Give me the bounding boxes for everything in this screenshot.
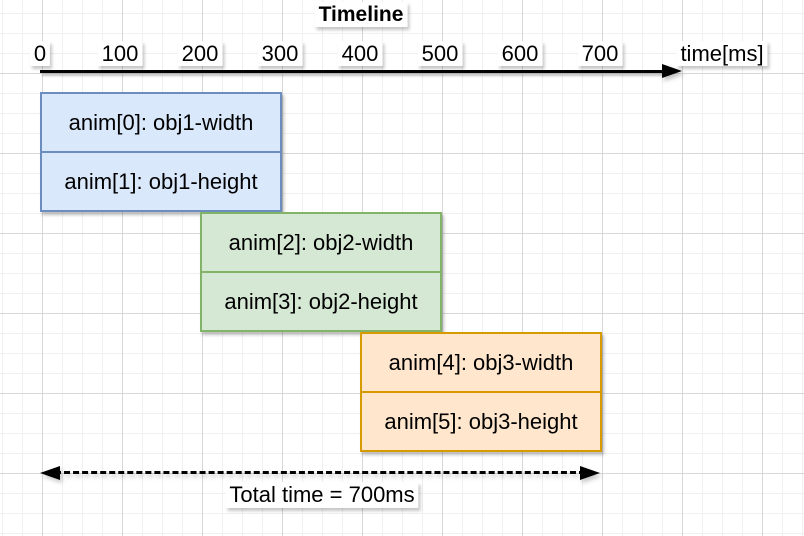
diagram-title: Timeline: [314, 2, 408, 27]
timeline-bar-anim5: anim[5]: obj3-height: [384, 408, 578, 434]
timeline-group-obj2: anim[2]: obj2-width anim[3]: obj2-height: [200, 212, 442, 332]
axis-line: [40, 70, 664, 73]
total-time-label: Total time = 700ms: [225, 482, 419, 508]
timeline-bar-anim3: anim[3]: obj2-height: [224, 288, 418, 314]
timeline-group-obj3: anim[4]: obj3-width anim[5]: obj3-height: [360, 332, 602, 452]
arrowhead-left-icon: [40, 466, 60, 480]
arrowhead-right-icon: [580, 466, 600, 480]
axis-tick-label-500: 500: [417, 41, 463, 66]
axis-arrowhead-icon: [662, 64, 682, 78]
dashed-line: [55, 471, 585, 474]
axis-tick-label-400: 400: [337, 41, 383, 66]
axis-tick-label-300: 300: [257, 41, 303, 66]
timeline-group-obj1: anim[0]: obj1-width anim[1]: obj1-height: [40, 92, 282, 212]
timeline-bar-anim2: anim[2]: obj2-width: [202, 214, 440, 273]
timeline-bar-anim1: anim[1]: obj1-height: [64, 168, 258, 194]
timeline-bar-anim4: anim[4]: obj3-width: [362, 334, 600, 393]
axis-unit-label: time[ms]: [676, 41, 768, 66]
axis-tick-label-200: 200: [177, 41, 223, 66]
axis-tick-label-100: 100: [97, 41, 143, 66]
axis-tick-label-0: 0: [29, 41, 51, 66]
axis-tick-label-600: 600: [497, 41, 543, 66]
axis-tick-label-700: 700: [577, 41, 623, 66]
timeline-bar-anim0: anim[0]: obj1-width: [42, 94, 280, 153]
total-time-arrow: [40, 465, 600, 481]
